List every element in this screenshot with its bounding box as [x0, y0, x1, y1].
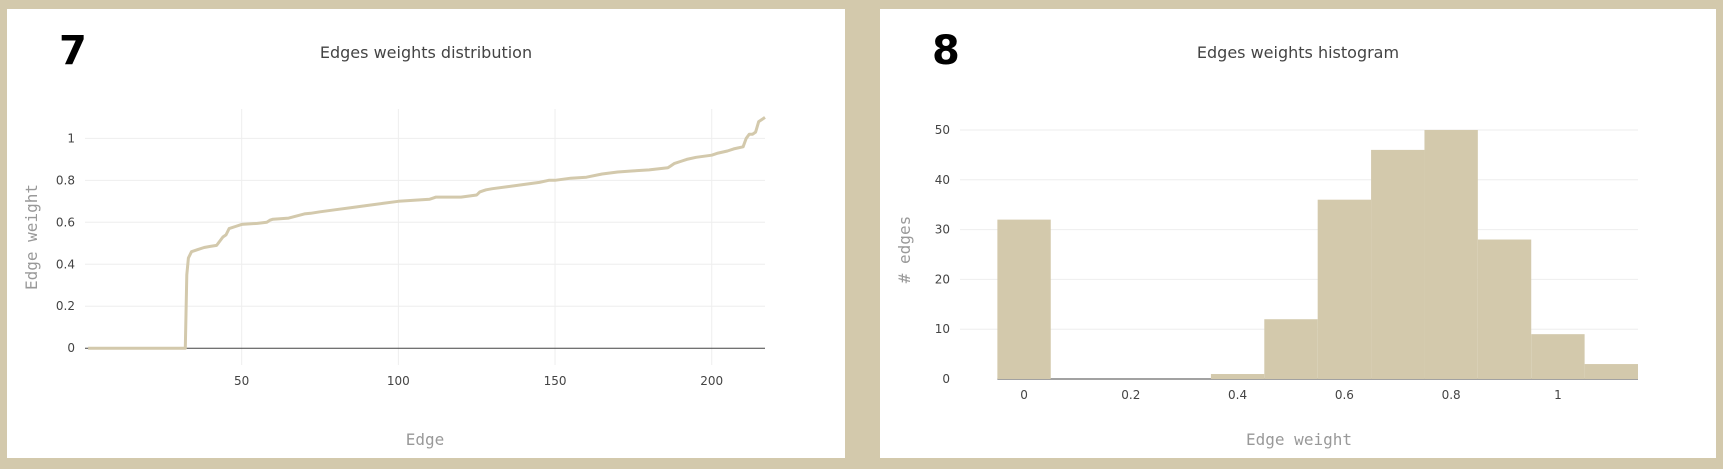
chart-title: Edges weights histogram	[1196, 43, 1400, 62]
x-axis-title: Edge	[406, 430, 445, 449]
x-tick-label: 1	[1554, 388, 1562, 402]
chart-title: Edges weights distribution	[319, 43, 533, 62]
y-tick-label: 0.6	[56, 215, 75, 229]
chart-panel-edge-weight-histogram: 8 Edges weights histogram 0 10 20 30 40 50 0 0.…	[880, 9, 1716, 458]
histogram-bar	[1531, 334, 1585, 379]
x-tick-label: 0.6	[1335, 388, 1354, 402]
x-tick-label: 0.8	[1442, 388, 1461, 402]
panel-number: 8	[932, 28, 960, 74]
x-tick-label: 50	[234, 374, 249, 388]
y-tick-label: 20	[935, 272, 950, 286]
y-tick-label: 50	[935, 123, 950, 137]
x-axis-title: Edge weight	[1246, 430, 1352, 449]
x-tick-label: 0	[1020, 388, 1028, 402]
histogram-chart[interactable]: 0 10 20 30 40 50 0 0.2 0.4 0.6 0.8 1 Edge weight # ed…	[880, 9, 1716, 458]
y-tick-label: 40	[935, 173, 950, 187]
y-tick-label: 0.2	[56, 299, 75, 313]
y-tick-label: 0.8	[56, 173, 75, 187]
histogram-bar	[1210, 374, 1265, 379]
chart-panel-edge-weight-distribution: 7 Edges weights distribution 0 0.2 0.4 0.6 0…	[7, 9, 845, 458]
y-tick-label: 0	[942, 372, 950, 386]
x-tick-label: 150	[544, 374, 567, 388]
y-axis-title: Edge weight	[22, 184, 41, 290]
y-tick-label: 10	[935, 322, 950, 336]
y-tick-label: 0.4	[56, 257, 75, 271]
histogram-bar	[1424, 129, 1478, 379]
y-tick-label: 1	[67, 131, 75, 145]
y-axis-title: # edges	[895, 216, 914, 283]
histogram-bar	[1317, 199, 1372, 379]
x-tick-label: 0.4	[1228, 388, 1247, 402]
histogram-bar	[997, 219, 1051, 379]
histogram-bar	[1264, 319, 1318, 379]
histogram-bar	[1584, 364, 1638, 379]
histogram-bar	[1477, 239, 1532, 379]
x-tick-label: 100	[387, 374, 410, 388]
panel-number: 7	[59, 28, 87, 74]
x-tick-label: 0.2	[1121, 388, 1140, 402]
histogram-bar	[1371, 149, 1425, 379]
y-tick-label: 30	[935, 223, 950, 237]
y-tick-label: 0	[67, 341, 75, 355]
x-tick-label: 200	[700, 374, 723, 388]
series-line	[88, 116, 766, 350]
